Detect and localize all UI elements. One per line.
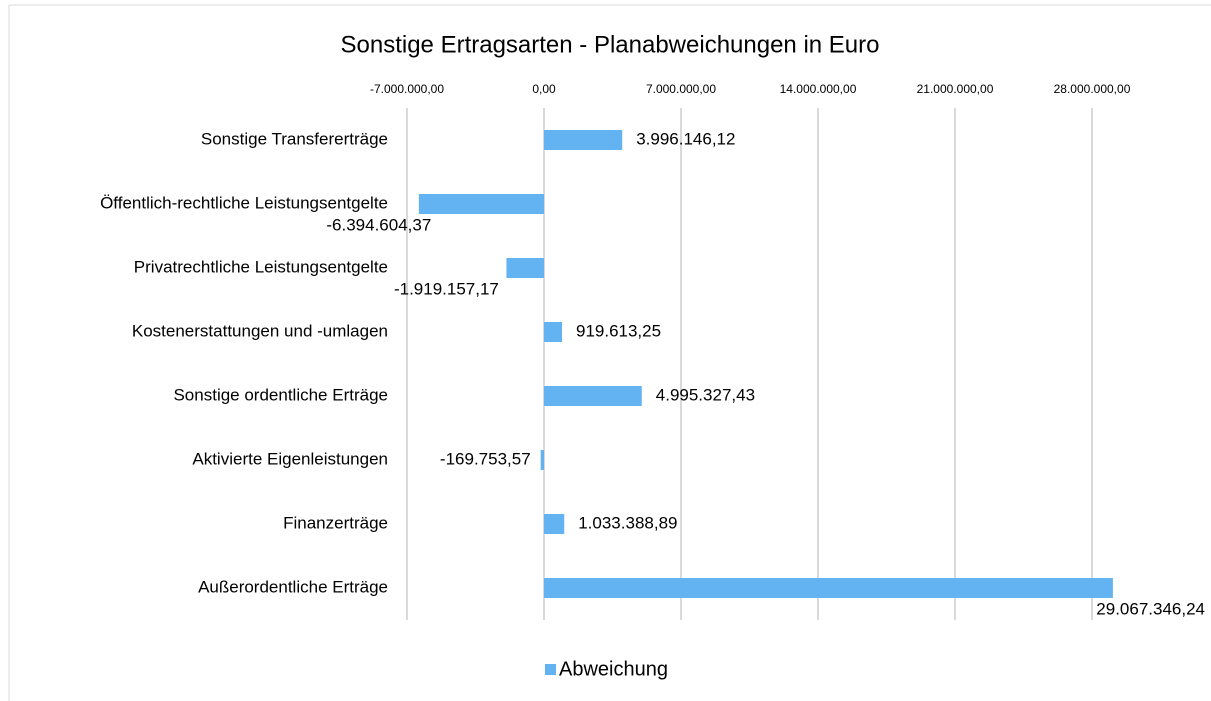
- y-tick-label: Sonstige ordentliche Erträge: [173, 385, 388, 404]
- data-label: -169.753,57: [440, 449, 531, 468]
- bar: [418, 194, 544, 214]
- bar: [544, 578, 1113, 598]
- data-label: 3.996.146,12: [636, 129, 735, 148]
- x-tick-label: 28.000.000,00: [1054, 82, 1131, 96]
- bar: [506, 258, 544, 278]
- bar: [544, 514, 565, 534]
- bar: [544, 322, 562, 342]
- data-label: 4.995.327,43: [656, 385, 755, 404]
- y-tick-label: Aktivierte Eigenleistungen: [192, 449, 388, 468]
- data-label: -1.919.157,17: [394, 279, 499, 298]
- data-label: 1.033.388,89: [578, 513, 677, 532]
- x-tick-label: 0,00: [532, 82, 556, 96]
- y-tick-label: Öffentlich-rechtliche Leistungsentgelte: [100, 193, 388, 212]
- y-tick-label: Finanzerträge: [283, 513, 388, 532]
- x-tick-label: 7.000.000,00: [646, 82, 716, 96]
- x-tick-label: 21.000.000,00: [917, 82, 994, 96]
- y-tick-label: Kostenerstattungen und -umlagen: [132, 321, 388, 340]
- y-tick-label: Außerordentliche Erträge: [198, 577, 388, 596]
- bar: [544, 130, 623, 150]
- y-tick-label: Sonstige Transfererträge: [201, 129, 388, 148]
- legend-label: Abweichung: [559, 658, 668, 680]
- y-tick-label: Privatrechtliche Leistungsentgelte: [134, 257, 388, 276]
- data-label: 29.067.346,24: [1096, 599, 1205, 618]
- x-tick-label: 14.000.000,00: [780, 82, 857, 96]
- bar: [540, 450, 544, 470]
- legend-swatch: [545, 664, 556, 675]
- bar: [544, 386, 642, 406]
- chart-title: Sonstige Ertragsarten - Planabweichungen…: [341, 31, 880, 58]
- x-tick-label: -7.000.000,00: [370, 82, 444, 96]
- data-label: -6.394.604,37: [326, 215, 431, 234]
- data-label: 919.613,25: [576, 321, 661, 340]
